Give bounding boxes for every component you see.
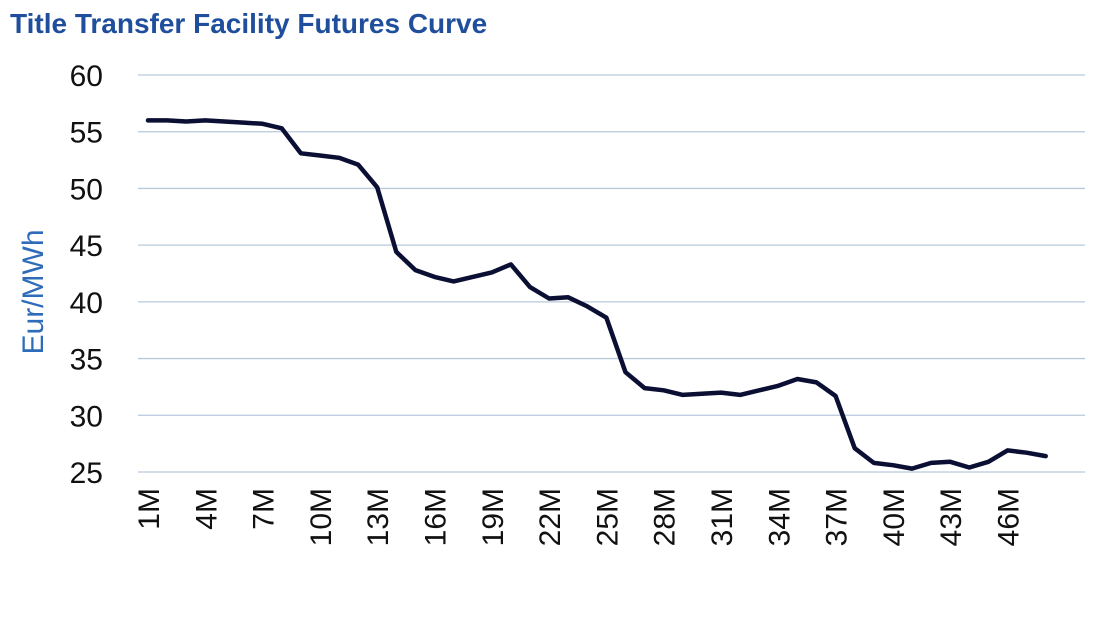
x-tick-label: 13M bbox=[362, 488, 395, 546]
series-line bbox=[145, 118, 1048, 471]
x-tick-label: 16M bbox=[420, 488, 453, 546]
x-tick-label: 4M bbox=[190, 488, 223, 530]
gridlines bbox=[138, 74, 1085, 473]
x-tick-label: 31M bbox=[706, 488, 739, 546]
y-axis-ticks: 25 30 35 40 45 50 55 60 bbox=[70, 60, 103, 490]
y-axis-label: Eur/MWh bbox=[17, 229, 50, 354]
x-tick-label: 7M bbox=[248, 488, 281, 530]
x-tick-label: 40M bbox=[878, 488, 911, 546]
chart-title: Title Transfer Facility Futures Curve bbox=[10, 8, 488, 39]
series-group bbox=[145, 118, 1048, 471]
y-tick-label: 25 bbox=[70, 457, 103, 490]
x-axis-ticks: 1M 4M 7M 10M 13M 16M 19M 22M 25M 28M 31M 34M 37M 40M 4… bbox=[133, 488, 1026, 546]
x-tick-label: 10M bbox=[305, 488, 338, 546]
x-tick-label: 19M bbox=[477, 488, 510, 546]
x-tick-label: 46M bbox=[993, 488, 1026, 546]
x-tick-label: 43M bbox=[935, 488, 968, 546]
x-tick-label: 28M bbox=[649, 488, 682, 546]
y-tick-label: 30 bbox=[70, 400, 103, 433]
y-tick-label: 60 bbox=[70, 60, 103, 93]
x-tick-label: 1M bbox=[133, 488, 166, 530]
x-tick-label: 22M bbox=[534, 488, 567, 546]
y-tick-label: 45 bbox=[70, 230, 103, 263]
y-tick-label: 55 bbox=[70, 117, 103, 150]
y-tick-label: 35 bbox=[70, 344, 103, 377]
x-tick-label: 34M bbox=[763, 488, 796, 546]
y-tick-label: 50 bbox=[70, 173, 103, 206]
x-tick-label: 37M bbox=[821, 488, 854, 546]
y-tick-label: 40 bbox=[70, 287, 103, 320]
x-tick-label: 25M bbox=[591, 488, 624, 546]
